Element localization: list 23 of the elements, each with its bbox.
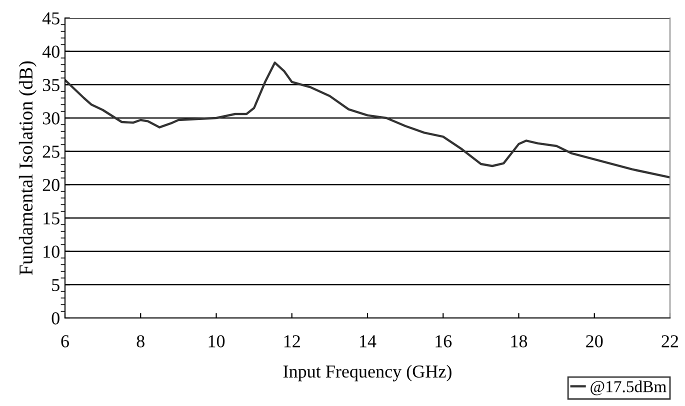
y-axis-title: Fundamental Isolation (dB) bbox=[18, 61, 37, 275]
y-tick-label: 35 bbox=[42, 78, 60, 92]
x-axis-title: Input Frequency (GHz) bbox=[283, 364, 452, 382]
x-tick-label: 12 bbox=[284, 335, 300, 348]
y-tick-label: 15 bbox=[44, 212, 60, 224]
x-tick-label: 18 bbox=[511, 335, 528, 348]
x-tick-label: 22 bbox=[662, 335, 678, 348]
y-tick-label: 40 bbox=[42, 46, 60, 58]
y-tick-label: 0 bbox=[52, 312, 60, 324]
x-tick-label: 14 bbox=[360, 335, 376, 348]
y-tick-label: 25 bbox=[42, 146, 60, 158]
x-tick-label: 16 bbox=[436, 335, 452, 348]
x-tick-label: 6 bbox=[61, 335, 69, 348]
y-tick-label: 5 bbox=[52, 279, 60, 292]
legend-label: @17.5dBm bbox=[590, 380, 666, 396]
y-tick-label: 45 bbox=[42, 12, 60, 24]
line-series bbox=[65, 62, 670, 178]
x-tick-label: 8 bbox=[136, 335, 144, 348]
x-tick-label: 20 bbox=[586, 335, 603, 348]
y-tick-label: 30 bbox=[42, 112, 60, 124]
y-tick-label: 20 bbox=[42, 178, 60, 192]
x-tick-label: 10 bbox=[208, 335, 225, 348]
y-tick-label: 10 bbox=[44, 246, 60, 258]
